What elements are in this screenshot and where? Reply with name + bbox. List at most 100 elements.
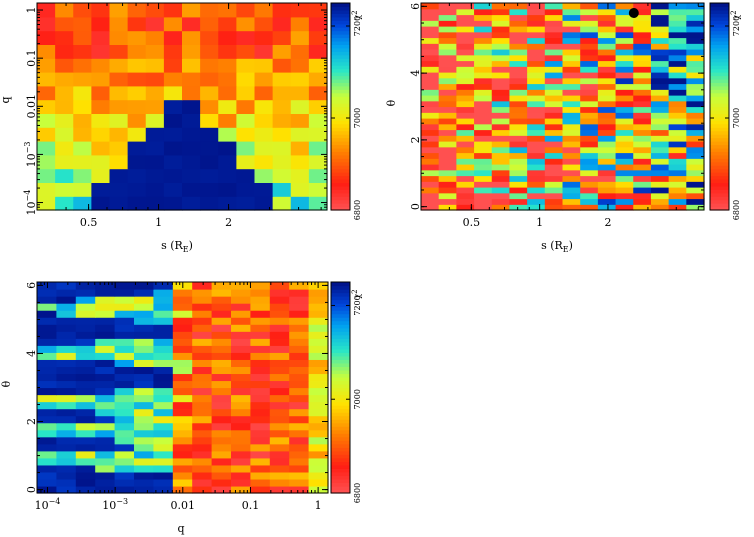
heatmap-cell (250, 485, 271, 494)
colorbar-segment (710, 6, 729, 11)
heatmap-cell (456, 175, 475, 182)
heatmap-cell (633, 77, 652, 85)
heatmap-cell (172, 296, 193, 304)
heatmap-cell (308, 127, 328, 142)
heatmap-cell (109, 16, 129, 32)
heatmap-cell (562, 123, 581, 131)
heatmap-cell (491, 60, 511, 67)
heatmap-cell (56, 289, 77, 297)
heatmap-cell (562, 8, 581, 16)
heatmap-cell (615, 187, 634, 194)
heatmap-cell (615, 43, 634, 50)
heatmap-cell (438, 192, 457, 200)
colorbar-segment (331, 61, 350, 66)
heatmap-cell (218, 99, 237, 114)
heatmap-cell (308, 471, 329, 480)
heatmap-cell (597, 118, 617, 125)
heatmap-cell (308, 289, 329, 297)
heatmap-cell (134, 387, 154, 396)
colorbar-segment (331, 338, 350, 343)
heatmap-cell (272, 16, 292, 32)
heatmap-cell (236, 141, 256, 156)
heatmap-cell (308, 359, 329, 367)
heatmap-cell (562, 164, 581, 171)
heatmap-cell (308, 310, 329, 318)
heatmap-cell (231, 373, 251, 382)
heatmap-cell (290, 72, 310, 87)
heatmap-cell (172, 457, 193, 466)
heatmap-cell (308, 154, 328, 170)
colorbar-segment (331, 408, 350, 413)
heatmap-cell (509, 72, 528, 79)
heatmap-cell (308, 72, 328, 87)
heatmap-cell (562, 158, 581, 165)
heatmap-cell (145, 44, 165, 59)
colorbar-segment (331, 401, 350, 406)
heatmap-cell (686, 141, 705, 148)
heatmap-cell (163, 16, 183, 32)
heatmap-cell (668, 192, 687, 200)
heatmap-cell (308, 58, 328, 73)
heatmap-cell (580, 66, 599, 73)
heatmap-cell (172, 373, 193, 382)
heatmap-cell (474, 112, 493, 119)
heatmap-cell (211, 310, 232, 318)
heatmap-cell (56, 296, 77, 304)
heatmap-cell (668, 175, 687, 182)
heatmap-cell (163, 72, 183, 87)
heatmap-cell (73, 44, 92, 59)
heatmap-cell (491, 169, 511, 177)
heatmap-cell (580, 135, 599, 142)
heatmap-cell (37, 380, 57, 389)
heatmap-cell (269, 450, 290, 459)
colorbar-segment (331, 172, 350, 177)
heatmap-cell (192, 352, 213, 360)
heatmap-cell (145, 113, 165, 128)
colorbar-segment (710, 120, 729, 125)
colorbar-segment (331, 161, 350, 166)
colorbar-segment (331, 310, 350, 315)
heatmap-cell (474, 192, 493, 200)
heatmap-cell (544, 187, 564, 194)
heatmap-cell (109, 168, 129, 183)
heatmap-cell (109, 30, 129, 45)
heatmap-cell (127, 85, 147, 101)
heatmap-cell (562, 135, 581, 142)
heatmap-cell (75, 352, 96, 360)
heatmap-cell (269, 429, 290, 438)
heatmap-cell (272, 3, 292, 18)
heatmap-cell (75, 408, 96, 417)
colorbar-segment (710, 182, 729, 187)
y-tick-label: 1 (25, 7, 38, 14)
heatmap-cell (456, 198, 475, 205)
colorbar-segment (331, 9, 350, 14)
heatmap-cell (615, 129, 634, 136)
heatmap-cell (37, 182, 56, 197)
heatmap-cell (250, 373, 271, 382)
heatmap-cell (289, 282, 310, 290)
heatmap-cell (308, 331, 329, 339)
heatmap-cell (55, 168, 74, 183)
heatmap-cell (182, 196, 201, 211)
heatmap-cell (421, 158, 440, 165)
heatmap-cell (308, 303, 329, 311)
heatmap-cell (290, 182, 310, 197)
colorbar-segment (710, 27, 729, 32)
heatmap-cell (153, 359, 174, 367)
heatmap-cell (421, 8, 440, 16)
heatmap-cell (456, 187, 475, 194)
heatmap-cell (650, 204, 670, 211)
heatmap-cell (633, 20, 652, 27)
heatmap-cell (562, 14, 581, 21)
heatmap-cell (580, 198, 599, 205)
heatmap-cell (527, 123, 546, 131)
heatmap-cell (211, 352, 232, 360)
heatmap-cell (56, 422, 77, 431)
colorbar-segment (331, 422, 350, 427)
heatmap-cell (544, 198, 564, 205)
heatmap-cell (686, 123, 705, 131)
heatmap-cell (236, 196, 256, 211)
heatmap-cell (91, 85, 111, 101)
heatmap-cell (597, 129, 617, 136)
